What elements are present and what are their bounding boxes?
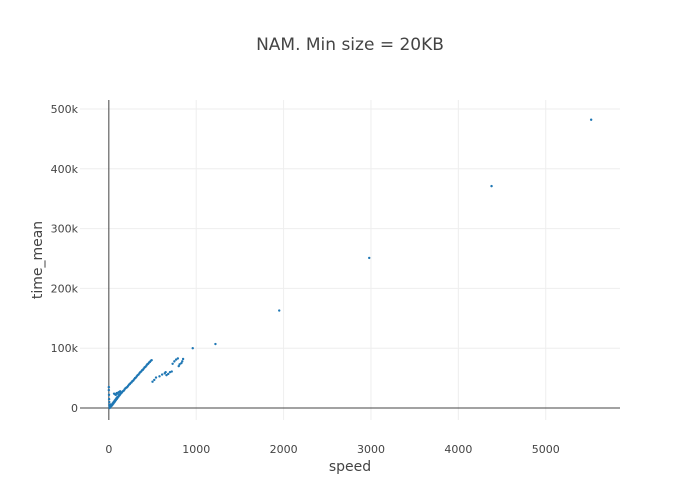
y-tick-label: 500k	[51, 103, 79, 116]
scatter-point[interactable]	[191, 347, 194, 350]
scatter-point[interactable]	[167, 372, 170, 376]
scatter-point[interactable]	[158, 375, 161, 378]
scatter-point[interactable]	[165, 373, 168, 377]
scatter-point[interactable]	[160, 373, 164, 376]
gridlines	[80, 100, 620, 420]
x-tick-label: 1000	[182, 443, 210, 456]
chart-title: NAM. Min size = 20KB	[256, 35, 444, 55]
scatter-point[interactable]	[164, 370, 167, 374]
scatter-point[interactable]	[171, 362, 174, 365]
scatter-point[interactable]	[214, 342, 217, 346]
scatter-point[interactable]	[114, 393, 118, 397]
scatter-point[interactable]	[108, 400, 111, 404]
scatter-point[interactable]	[118, 390, 122, 393]
scatter-point[interactable]	[181, 357, 185, 361]
scatter-point[interactable]	[151, 380, 154, 383]
scatter-point[interactable]	[107, 393, 111, 397]
scatter-point[interactable]	[174, 358, 178, 361]
scatter-point[interactable]	[178, 363, 181, 366]
scatter-point[interactable]	[153, 378, 156, 382]
y-tick-label: 100k	[51, 342, 79, 355]
tick-labels: 0 1000 2000 3000 4000 5000 0 100k 200k 300k 400k 50…	[51, 103, 560, 456]
scatter-point[interactable]	[176, 357, 180, 360]
scatter-point[interactable]	[177, 364, 180, 368]
scatter-point[interactable]	[180, 361, 183, 365]
scatter-point[interactable]	[107, 385, 111, 389]
y-tick-label: 400k	[51, 163, 79, 176]
scatter-point[interactable]	[181, 360, 184, 363]
y-tick-label: 200k	[51, 282, 79, 295]
y-axis-label: time_mean	[30, 221, 46, 299]
x-tick-label: 0	[105, 443, 112, 456]
x-tick-label: 3000	[357, 443, 385, 456]
scatter-point[interactable]	[368, 256, 371, 260]
x-tick-label: 4000	[444, 443, 472, 456]
y-tick-label: 0	[71, 402, 78, 415]
scatter-point[interactable]	[170, 370, 173, 373]
x-tick-label: 2000	[270, 443, 298, 456]
y-tick-label: 300k	[51, 223, 79, 236]
scatter-point[interactable]	[154, 376, 158, 379]
scatter-point[interactable]	[589, 118, 593, 121]
scatter-point[interactable]	[490, 184, 493, 188]
scatter-point[interactable]	[107, 397, 111, 401]
data-points[interactable]	[107, 118, 593, 410]
axes	[80, 100, 620, 420]
scatter-point[interactable]	[173, 360, 176, 363]
scatter-point[interactable]	[107, 388, 111, 392]
x-axis-label: speed	[329, 459, 371, 475]
x-tick-label: 5000	[532, 443, 560, 456]
scatter-point[interactable]	[150, 358, 153, 362]
scatter-point[interactable]	[278, 309, 281, 312]
